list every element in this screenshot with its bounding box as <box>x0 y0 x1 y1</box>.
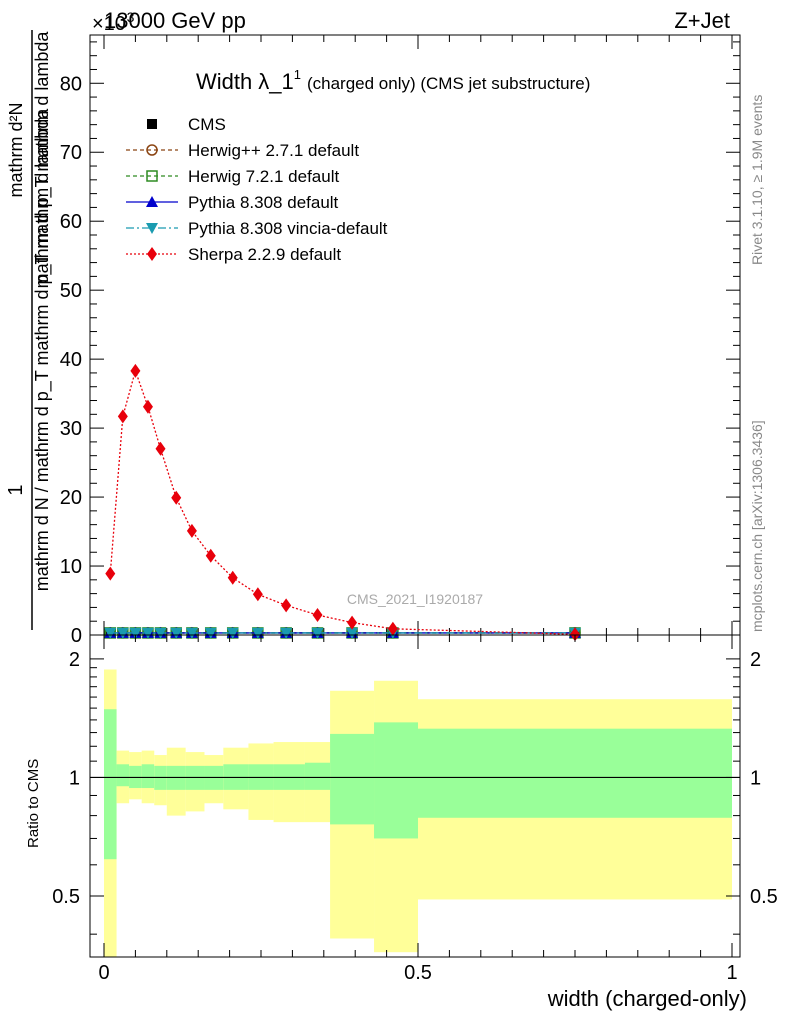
y-tick-label: 0 <box>71 625 82 647</box>
series-line-5 <box>109 368 576 635</box>
legend-marker <box>147 247 157 261</box>
data-point-4 <box>204 627 217 639</box>
ratio-axes: 0.5 0.5 1 1 2 2 0 0.5 1 <box>52 635 778 984</box>
ratio-y-tick-label-right: 2 <box>750 649 761 671</box>
ylabel-numerator: mathrm d²N <box>6 102 26 197</box>
ratio-plot-frame <box>89 634 741 958</box>
y-tick-label: 60 <box>60 211 82 233</box>
plot-title: Width λ_11 (charged only) (CMS jet substru… <box>196 67 590 94</box>
ratio-y-tick-label: 2 <box>69 649 80 671</box>
data-point-5 <box>252 587 263 602</box>
analysis-watermark: CMS_2021_I1920187 <box>347 591 483 607</box>
legend-label: Sherpa 2.2.9 default <box>188 245 341 264</box>
y-tick-label: 10 <box>60 556 82 578</box>
ylabel-top: 1 <box>5 484 27 495</box>
data-point-4 <box>311 627 324 639</box>
legend-marker <box>146 144 158 156</box>
data-point-4 <box>280 627 293 639</box>
legend-marker <box>146 196 158 207</box>
y-tick-label: 70 <box>60 142 82 164</box>
inner-band-bin <box>116 764 130 787</box>
y-tick-label: 50 <box>60 280 82 302</box>
legend-label: Pythia 8.308 vincia-default <box>188 219 388 238</box>
ratio-bands <box>90 669 740 957</box>
data-point-5 <box>205 548 216 563</box>
data-point-4 <box>104 627 117 639</box>
ratio-y-tick-label: 0.5 <box>52 886 80 908</box>
ratio-y-tick-label: 1 <box>69 767 80 789</box>
data-point-4 <box>251 627 264 639</box>
data-point-4 <box>141 627 154 639</box>
main-axes: 0 10 20 30 40 50 60 70 80 <box>60 35 740 647</box>
data-point-5 <box>105 566 116 581</box>
data-point-4 <box>154 627 167 639</box>
data-point-4 <box>226 627 239 639</box>
data-point-5 <box>227 570 238 585</box>
data-point-5 <box>186 523 197 538</box>
title-rest: (charged only) (CMS jet substructure) <box>307 74 590 93</box>
rivet-label: Rivet 3.1.10, ≥ 1.9M events <box>749 95 765 265</box>
ratio-y-label: Ratio to CMS <box>25 759 42 848</box>
y-tick-label: 20 <box>60 487 82 509</box>
title-main: Width <box>196 69 252 94</box>
legend: CMS Herwig++ 2.7.1 default Herwig 7.2.1 de… <box>126 115 388 264</box>
data-point-5 <box>155 441 166 456</box>
data-point-4 <box>170 627 183 639</box>
legend-marker <box>146 223 158 234</box>
inner-band-bin <box>374 722 418 839</box>
legend-marker <box>147 119 157 129</box>
y-tick-label: 80 <box>60 73 82 95</box>
data-point-4 <box>129 627 142 639</box>
main-data <box>104 363 581 642</box>
y-tick-label: 30 <box>60 418 82 440</box>
ylabel-bottom: mathrm d N / mathrm d p_T mathrm d p_T m… <box>32 108 53 591</box>
x-tick-label: 0 <box>98 962 109 984</box>
data-point-5 <box>312 608 323 622</box>
legend-marker <box>146 170 158 182</box>
ratio-y-tick-label-right: 1 <box>750 767 761 789</box>
mcplots-label: mcplots.cern.ch [arXiv:1306.3436] <box>749 420 765 632</box>
x-tick-label: 1 <box>726 962 737 984</box>
data-point-5 <box>171 490 182 505</box>
process-label: Z+Jet <box>674 8 730 33</box>
x-axis-label: width (charged-only) <box>547 986 747 1011</box>
ratio-y-tick-label-right: 0.5 <box>750 886 778 908</box>
y-tick-label: 40 <box>60 349 82 371</box>
ylabel-denominator: mathrm d p_T mathrm d lambda <box>32 31 53 289</box>
x-tick-label: 0.5 <box>404 962 432 984</box>
data-point-4 <box>116 627 129 639</box>
data-point-5 <box>130 363 141 378</box>
exponent-power: -3 <box>122 9 135 25</box>
inner-band-bin <box>141 764 155 789</box>
legend-label: Herwig 7.2.1 default <box>188 167 339 186</box>
title-lambda: λ_1 <box>258 69 293 94</box>
collision-label: 13000 GeV pp <box>104 8 246 33</box>
data-point-5 <box>570 627 580 642</box>
inner-band-bin <box>418 728 732 818</box>
data-point-4 <box>346 627 359 639</box>
data-point-5 <box>347 615 358 630</box>
data-point-5 <box>387 621 398 636</box>
data-point-5 <box>281 598 292 613</box>
data-point-4 <box>185 627 198 639</box>
legend-label: Pythia 8.308 default <box>188 193 339 212</box>
inner-band-bin <box>330 733 375 825</box>
inner-band-bin <box>304 762 331 790</box>
main-y-label: 1 mathrm d N / mathrm d p_T mathrm d p_T… <box>5 30 53 630</box>
legend-label: CMS <box>188 115 226 134</box>
legend-label: Herwig++ 2.7.1 default <box>188 141 359 160</box>
exponent-label: ×10 <box>92 13 126 35</box>
data-point-5 <box>142 399 153 414</box>
title-sup: 1 <box>294 67 301 82</box>
data-point-5 <box>117 409 128 424</box>
inner-band-bin <box>104 709 117 860</box>
